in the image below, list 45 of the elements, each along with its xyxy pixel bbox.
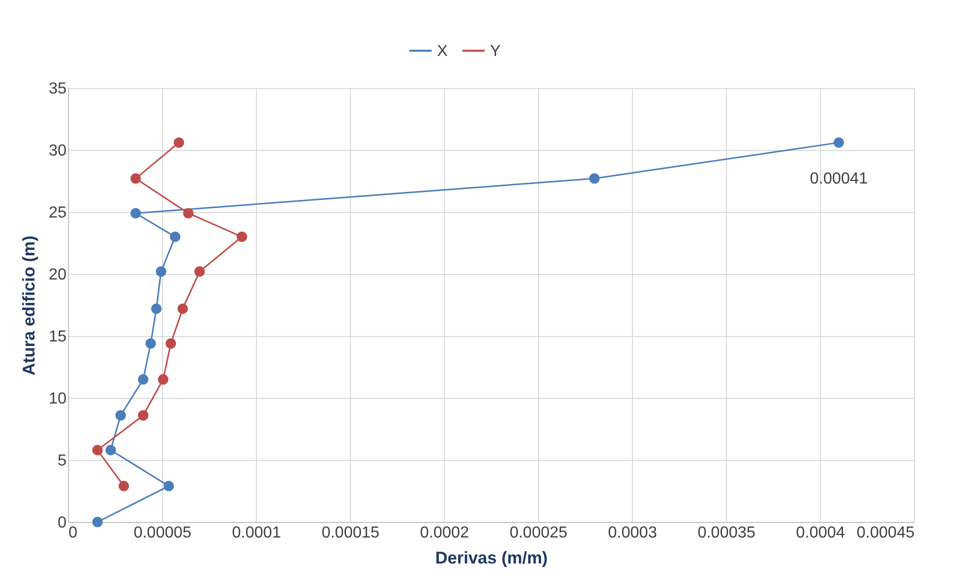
point (138, 410, 148, 421)
point (834, 137, 844, 148)
x-tick-label: 0.0003 (608, 524, 658, 542)
point (105, 444, 116, 456)
y-tick-label: 15 (48, 328, 67, 346)
y-tick-label: 30 (48, 142, 67, 160)
point (177, 303, 188, 314)
y-tick-label: 20 (48, 266, 67, 284)
point (118, 480, 130, 492)
point (145, 338, 156, 349)
point (138, 374, 148, 385)
y-tick-label: 35 (48, 80, 67, 98)
x-tick-label: 0.0004 (796, 524, 846, 542)
x-tick-label: 0.00005 (134, 524, 192, 542)
y-tick-label: 5 (58, 452, 67, 470)
point (236, 232, 248, 242)
point (589, 173, 600, 184)
annotation: 0.00041 (810, 170, 868, 188)
x-tick-label: 0.0001 (232, 524, 282, 542)
point (92, 516, 103, 528)
point (166, 338, 176, 349)
x-axis-title: Derivas (m/m) (435, 548, 548, 568)
point (164, 480, 174, 492)
x-tick-label: 0.0002 (420, 524, 470, 542)
point (130, 173, 141, 184)
point (156, 266, 166, 277)
x-tick-label: 0.00045 (856, 524, 915, 542)
y-tick-label: 10 (48, 390, 67, 408)
y-tick-label: 25 (48, 204, 67, 222)
point (170, 232, 180, 242)
legend-label: X (437, 42, 448, 60)
point (174, 137, 184, 148)
point (115, 410, 126, 421)
legend-label: Y (490, 42, 501, 60)
y-axis-title: Atura edificio (m) (20, 236, 39, 376)
x-tick-label: 0.00025 (510, 524, 568, 542)
x-tick-label: 0.00015 (322, 524, 380, 542)
x-tick-label: 0 (68, 524, 78, 542)
point (194, 266, 205, 277)
point (151, 303, 162, 314)
point (183, 208, 194, 218)
point (158, 374, 168, 385)
x-tick-label: 0.00035 (698, 524, 756, 542)
point (92, 444, 103, 456)
point (130, 208, 141, 218)
